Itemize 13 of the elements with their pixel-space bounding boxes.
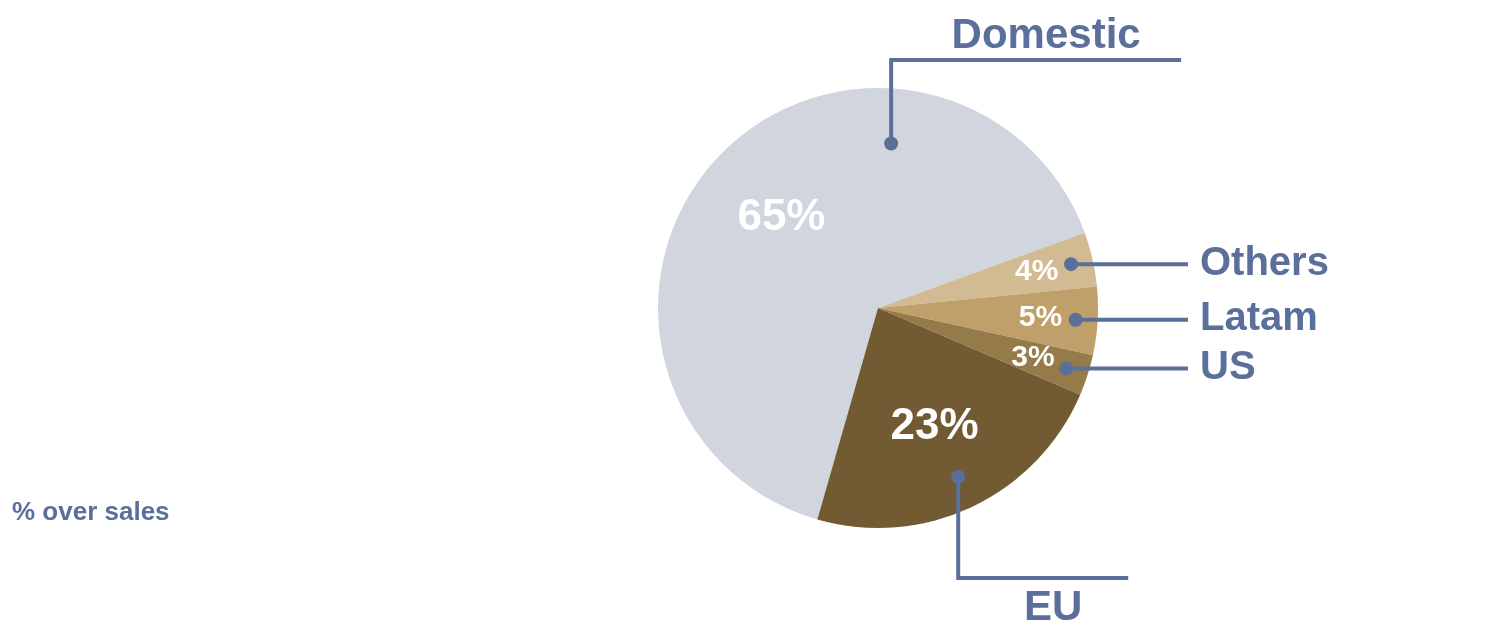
pie-slice bbox=[817, 308, 1081, 528]
data-label: 4% bbox=[1015, 252, 1059, 286]
slice-label: Domestic bbox=[951, 10, 1141, 57]
pie-slice bbox=[658, 88, 1085, 520]
slice-label: EU bbox=[1024, 582, 1083, 629]
text: % over sales bbox=[12, 496, 170, 526]
slice-label: Others bbox=[1200, 238, 1329, 283]
data-label: 5% bbox=[1018, 298, 1063, 332]
slice-label: Latam bbox=[1200, 294, 1318, 339]
data-label: 23% bbox=[890, 398, 979, 448]
slice-label: US bbox=[1200, 343, 1256, 388]
pie-slice bbox=[878, 232, 1097, 308]
data-label: 3% bbox=[1011, 338, 1055, 372]
